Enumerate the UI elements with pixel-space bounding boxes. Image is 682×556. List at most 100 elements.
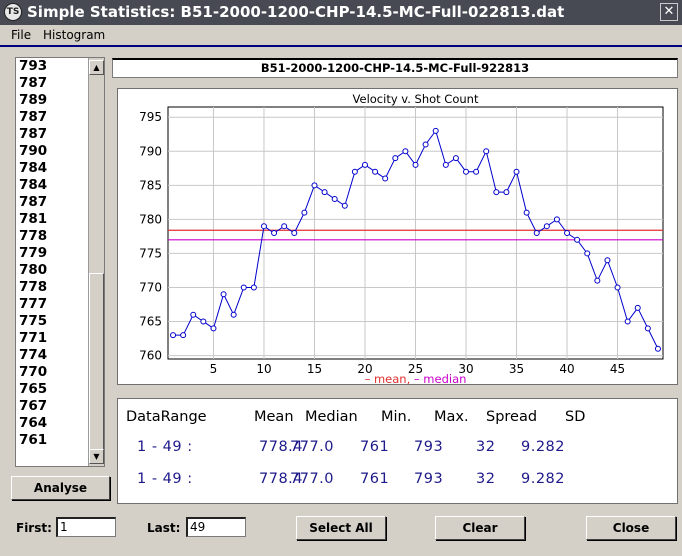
list-item[interactable]: 781 xyxy=(19,211,48,227)
stats-row1-median: 777.0 xyxy=(290,439,335,455)
data-point xyxy=(180,332,187,339)
stats-header-spread: Spread xyxy=(486,409,538,425)
window-title: Simple Statistics: B51-2000-1200-CHP-14.… xyxy=(27,3,565,21)
stats-row1-spread: 32 xyxy=(476,439,496,455)
list-item[interactable]: 787 xyxy=(19,75,48,91)
data-point xyxy=(442,161,449,168)
list-item[interactable]: 771 xyxy=(19,330,48,346)
clear-button[interactable]: Clear xyxy=(435,516,525,540)
data-point xyxy=(452,155,459,162)
stats-row1-sd: 9.282 xyxy=(521,439,566,455)
list-item[interactable]: 778 xyxy=(19,279,48,295)
stats-header-max: Max. xyxy=(434,409,469,425)
stats-row2-spread: 32 xyxy=(476,471,496,487)
data-point xyxy=(543,223,550,230)
data-point xyxy=(432,127,439,134)
menu-file[interactable]: File xyxy=(11,28,32,42)
data-point xyxy=(392,155,399,162)
stats-row2-sd: 9.282 xyxy=(521,471,566,487)
list-item[interactable]: 789 xyxy=(19,92,48,108)
data-point xyxy=(614,284,621,291)
stats-row2-median: 777.0 xyxy=(290,471,335,487)
menu-histogram[interactable]: Histogram xyxy=(43,28,106,42)
list-item[interactable]: 779 xyxy=(19,245,48,261)
list-item[interactable]: 775 xyxy=(19,313,48,329)
x-tick-label: 5 xyxy=(210,362,218,376)
analyse-button[interactable]: Analyse xyxy=(11,476,110,500)
list-item[interactable]: 765 xyxy=(19,381,48,397)
stats-header-mean: Mean xyxy=(254,409,294,425)
stats-row2-mean: 778.4 xyxy=(259,471,304,487)
list-item[interactable]: 770 xyxy=(19,364,48,380)
list-item[interactable]: 778 xyxy=(19,228,48,244)
x-tick-label: 20 xyxy=(357,362,372,376)
scroll-down-button[interactable]: ▼ xyxy=(89,449,104,464)
data-point xyxy=(644,325,651,332)
stats-row2-min: 761 xyxy=(360,471,390,487)
legend-median: – median xyxy=(410,372,466,384)
data-point xyxy=(624,318,631,325)
last-input[interactable]: 49 xyxy=(186,517,246,537)
data-point xyxy=(654,345,661,352)
velocity-list[interactable]: 793 787 789 787 787 790 784 784 787 781 778 779 780 7… xyxy=(15,57,105,467)
app-icon: TS xyxy=(4,3,22,21)
data-point xyxy=(463,168,470,175)
list-item[interactable]: 777 xyxy=(19,296,48,312)
first-input[interactable]: 1 xyxy=(56,517,116,537)
y-tick-label: 795 xyxy=(139,110,162,124)
list-item[interactable]: 793 xyxy=(19,58,48,74)
data-point xyxy=(382,175,389,182)
y-tick-label: 760 xyxy=(139,349,162,363)
close-button[interactable]: Close xyxy=(586,516,676,540)
list-item[interactable]: 774 xyxy=(19,347,48,363)
window-close-button[interactable]: ✕ xyxy=(660,3,678,21)
list-item[interactable]: 780 xyxy=(19,262,48,278)
y-tick-label: 770 xyxy=(139,280,162,294)
chart-title: Velocity v. Shot Count xyxy=(353,92,479,106)
data-point xyxy=(361,161,368,168)
list-item[interactable]: 790 xyxy=(19,143,48,159)
data-point xyxy=(341,202,348,209)
list-item[interactable]: 761 xyxy=(19,432,48,448)
stats-header-datarange: DataRange xyxy=(126,409,207,425)
list-item[interactable]: 787 xyxy=(19,109,48,125)
stats-header-median: Median xyxy=(305,409,358,425)
data-point xyxy=(301,209,308,216)
data-point xyxy=(402,148,409,155)
data-point xyxy=(311,182,318,189)
file-name-label: B51-2000-1200-CHP-14.5-MC-Full-922813 xyxy=(112,58,678,78)
data-point xyxy=(523,209,530,216)
data-point xyxy=(250,284,257,291)
y-tick-label: 790 xyxy=(139,144,162,158)
data-point xyxy=(331,195,338,202)
scroll-up-button[interactable]: ▲ xyxy=(89,60,104,75)
select-all-button[interactable]: Select All xyxy=(296,516,386,540)
data-point xyxy=(321,189,328,196)
x-tick-label: 25 xyxy=(408,362,423,376)
data-point xyxy=(412,161,419,168)
scroll-thumb[interactable] xyxy=(89,273,104,451)
list-item[interactable]: 787 xyxy=(19,194,48,210)
stats-row1-min: 761 xyxy=(360,439,390,455)
title-bar: TS Simple Statistics: B51-2000-1200-CHP-… xyxy=(0,0,682,25)
list-item[interactable]: 764 xyxy=(19,415,48,431)
data-point xyxy=(594,277,601,284)
data-point xyxy=(190,311,197,318)
x-tick-label: 10 xyxy=(256,362,271,376)
data-point xyxy=(271,230,278,236)
list-scrollbar[interactable]: ▲ ▼ xyxy=(88,58,104,466)
data-point xyxy=(533,230,540,236)
list-item[interactable]: 784 xyxy=(19,177,48,193)
data-point xyxy=(372,168,379,175)
x-tick-label: 15 xyxy=(307,362,322,376)
x-tick-label: 35 xyxy=(509,362,524,376)
x-tick-label: 45 xyxy=(610,362,625,376)
data-point xyxy=(513,168,520,175)
data-point xyxy=(473,168,480,175)
last-label: Last: xyxy=(147,521,181,535)
y-tick-label: 765 xyxy=(139,315,162,329)
data-point xyxy=(230,311,237,318)
list-item[interactable]: 787 xyxy=(19,126,48,142)
list-item[interactable]: 784 xyxy=(19,160,48,176)
list-item[interactable]: 767 xyxy=(19,398,48,414)
